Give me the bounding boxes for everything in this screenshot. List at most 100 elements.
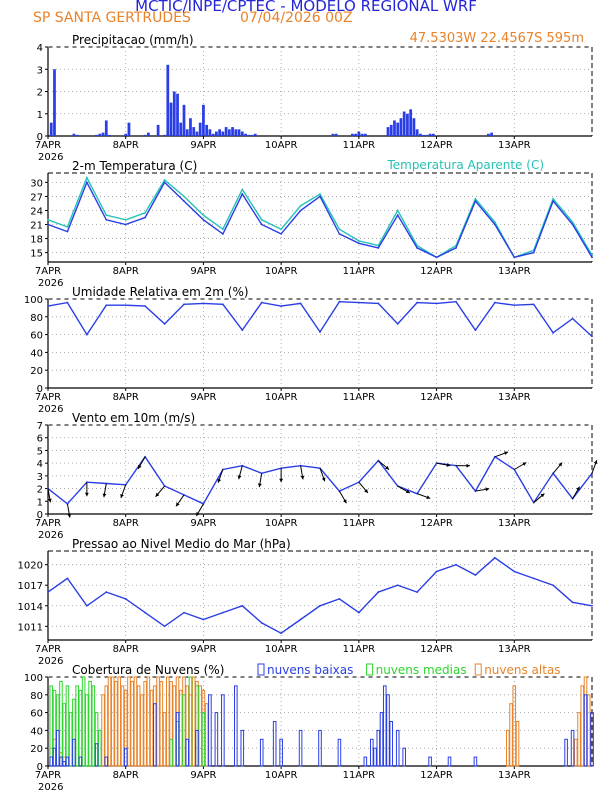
clouds-bar-nuvens-altas <box>162 712 167 767</box>
pressure-series-point <box>221 611 224 614</box>
precip-bar <box>179 122 183 136</box>
wind-xtick-label: 10APR <box>265 518 298 529</box>
pressure-series-point <box>532 577 535 580</box>
clouds-bar-nuvens-baixas <box>55 729 60 767</box>
precip-bar <box>419 133 422 136</box>
pressure-series-point <box>66 577 69 580</box>
precip-bar <box>147 132 150 136</box>
rh-ytick-label: 100 <box>24 295 43 306</box>
clouds-bar-nuvens-baixas <box>376 729 381 767</box>
clouds-bar-nuvens-medias <box>65 685 70 767</box>
rh-xtick-label: 10APR <box>265 392 298 403</box>
temp-series-point <box>163 181 166 184</box>
wind-ytick-label: 4 <box>37 459 43 470</box>
wind-arrow-head <box>522 462 527 466</box>
wind-arrow-head <box>558 462 563 467</box>
precip-xtick-label: 7APR <box>35 140 61 151</box>
wind-arrow-head <box>426 495 431 499</box>
temp-series-point <box>124 218 127 221</box>
wind-xtick-label: 8APR <box>113 518 139 529</box>
precip-bar <box>415 129 419 136</box>
pressure-series-point <box>357 611 360 614</box>
clouds-bar-nuvens-baixas <box>185 738 190 767</box>
precip-bar <box>396 122 400 136</box>
temp-series-point <box>47 223 49 226</box>
wind-arrow-head <box>196 512 200 516</box>
temp-ytick-label: 18 <box>30 235 43 246</box>
wind-arrow-head <box>67 513 72 518</box>
precip-bar <box>487 133 490 136</box>
precip-bar <box>205 124 209 136</box>
rh-ytick-label: 60 <box>30 331 43 342</box>
temp-series-point <box>202 218 205 221</box>
clouds-bar-nuvens-baixas <box>363 756 368 767</box>
wind-arrow-head <box>155 492 160 497</box>
rh-panel-title: Umidade Relativa em 2m (%) <box>72 285 249 299</box>
clouds-xtick-label: 11APR <box>343 770 376 781</box>
wind-arrow-head <box>300 475 305 480</box>
temp-series-point <box>357 240 360 242</box>
clouds-bar-nuvens-altas <box>506 729 510 767</box>
clouds-bar-nuvens-baixas <box>62 761 66 767</box>
rh-series-point <box>552 331 555 334</box>
precip-bar <box>53 69 56 136</box>
precip-xtick-label: 9APR <box>190 140 216 151</box>
temp-series-point <box>144 211 147 214</box>
wind-arrow-head <box>343 499 347 504</box>
rh-series-point <box>319 331 321 333</box>
temp-xtick-label: 8APR <box>113 266 139 277</box>
temp-series-point <box>105 218 108 221</box>
precip-ytick-label: 4 <box>37 43 43 54</box>
clouds-bar-nuvens-baixas <box>279 738 283 767</box>
pressure-series-point <box>319 604 321 607</box>
clouds-bar-nuvens-medias <box>85 694 89 767</box>
rh-ytick-label: 80 <box>30 313 43 324</box>
clouds-bar-nuvens-baixas <box>318 729 322 767</box>
precip-bar <box>409 109 413 136</box>
pressure-xtick-label: 11APR <box>343 644 376 655</box>
rh-series-point <box>66 301 69 304</box>
rh-xtick-label: 11APR <box>343 392 376 403</box>
pressure-series-point <box>183 611 185 614</box>
clouds-ytick-label: 40 <box>30 726 43 737</box>
precip-bar <box>108 134 111 136</box>
precip-ytick-label: 0 <box>37 132 43 143</box>
pressure-panel-title: Pressao ao Nivel Medio do Mar (hPa) <box>72 537 291 551</box>
clouds-ytick-label: 80 <box>30 691 43 702</box>
rh-series-point <box>85 333 88 336</box>
clouds-bar-nuvens-medias <box>98 729 102 767</box>
clouds-legend-label: nuvens baixas <box>267 663 353 677</box>
clouds-bar-nuvens-altas <box>515 721 520 767</box>
clouds-bar-nuvens-altas <box>130 680 134 767</box>
clouds-xtick-label: 12APR <box>420 770 453 781</box>
clouds-bar-nuvens-altas <box>577 712 581 767</box>
clouds-bar-nuvens-baixas <box>78 756 83 767</box>
clouds-bar-nuvens-baixas <box>214 712 219 767</box>
temp-ytick-label: 30 <box>30 178 43 189</box>
clouds-bar-nuvens-altas <box>120 685 125 767</box>
precip-bar <box>253 133 257 136</box>
clouds-bar-nuvens-altas <box>114 680 118 767</box>
temp-series-point <box>241 193 244 195</box>
temp-series-point <box>319 195 321 198</box>
clouds-bar-nuvens-baixas <box>386 694 390 767</box>
pressure-series-point <box>396 584 399 587</box>
rh-series-point <box>377 302 380 305</box>
clouds-bar-nuvens-baixas <box>570 729 575 767</box>
rh-series-point <box>47 305 49 308</box>
clouds-bar-nuvens-altas <box>166 676 170 767</box>
temp-series-point <box>455 247 457 249</box>
precip-xtick-label: 8APR <box>113 140 139 151</box>
wind-ytick-label: 2 <box>37 485 43 496</box>
clouds-bar-nuvens-altas <box>104 685 109 767</box>
temp-series-point <box>571 221 574 224</box>
clouds-bar-nuvens-medias <box>182 694 186 767</box>
rh-series-point <box>416 301 419 304</box>
temp-series-point <box>260 218 263 221</box>
wind-arrow-head <box>258 483 262 488</box>
wind-arrow-head <box>540 493 545 498</box>
wind-arrow-head <box>279 478 284 483</box>
precip-bar <box>360 133 364 136</box>
wind-xtick-label: 11APR <box>343 518 376 529</box>
pressure-series-point <box>513 570 516 573</box>
